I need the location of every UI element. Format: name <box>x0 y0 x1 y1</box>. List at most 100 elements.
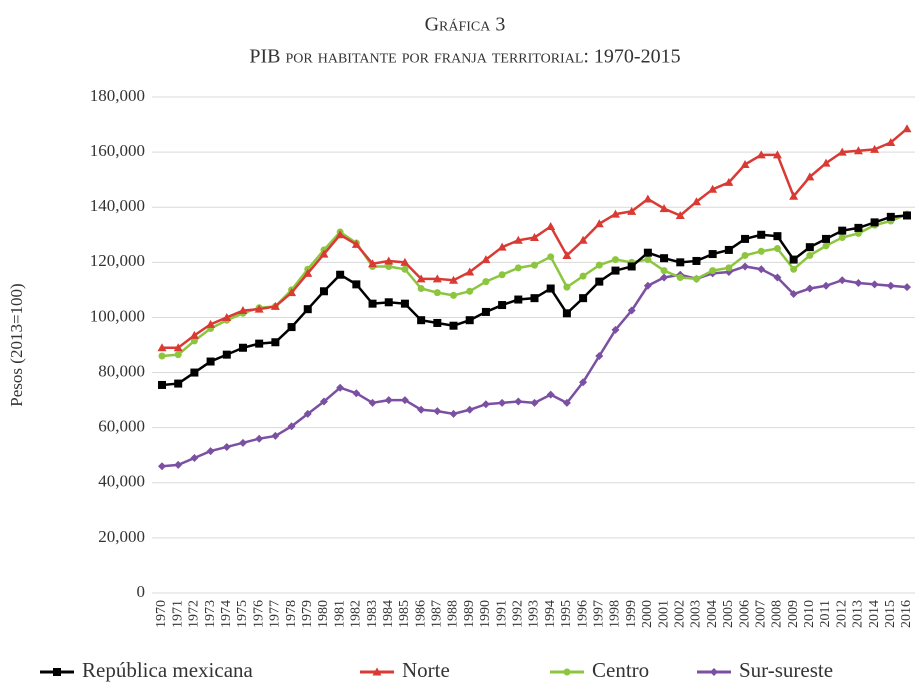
marker <box>594 219 604 228</box>
marker <box>903 283 911 292</box>
x-tick-label: 1984 <box>381 600 396 628</box>
x-tick-label: 1972 <box>187 600 202 628</box>
marker <box>222 442 231 451</box>
marker <box>643 248 652 257</box>
x-tick-label: 1977 <box>268 600 283 628</box>
legend-label: Centro <box>592 658 649 682</box>
marker <box>352 389 361 398</box>
marker <box>853 146 863 155</box>
marker <box>789 290 798 299</box>
marker <box>174 379 183 388</box>
x-tick-label: 1971 <box>170 600 185 628</box>
marker <box>336 270 345 279</box>
marker <box>417 316 426 325</box>
y-tick-label: 0 <box>137 582 146 601</box>
marker <box>886 281 895 290</box>
marker <box>190 368 199 377</box>
marker <box>351 239 361 248</box>
marker <box>805 172 815 181</box>
marker <box>271 431 280 440</box>
marker <box>270 301 280 310</box>
marker <box>692 256 701 265</box>
y-tick-label: 80,000 <box>98 361 145 380</box>
marker <box>530 294 539 303</box>
marker <box>287 323 296 332</box>
x-tick-label: 1986 <box>413 600 428 628</box>
legend-item: Norte <box>360 658 450 682</box>
marker <box>691 197 701 206</box>
marker <box>287 288 297 297</box>
marker <box>530 233 539 242</box>
marker <box>384 256 394 265</box>
marker <box>563 283 571 291</box>
marker <box>806 251 814 259</box>
marker <box>660 273 669 282</box>
marker <box>53 668 61 676</box>
marker <box>773 273 782 282</box>
marker <box>757 265 766 274</box>
marker <box>579 378 588 387</box>
legend-label: República mexicana <box>82 658 254 682</box>
marker <box>643 281 652 290</box>
x-tick-label: 2011 <box>818 600 833 627</box>
marker <box>238 306 248 315</box>
legend-label: Sur-sureste <box>739 658 833 682</box>
marker <box>481 400 490 409</box>
marker <box>870 144 880 153</box>
legend-item: Centro <box>550 658 649 682</box>
marker <box>449 321 458 330</box>
marker <box>854 223 863 232</box>
marker <box>790 265 798 273</box>
marker <box>173 343 183 352</box>
x-tick-label: 1979 <box>300 600 315 628</box>
marker <box>837 147 847 156</box>
y-tick-label: 100,000 <box>90 306 145 325</box>
x-tick-label: 1997 <box>592 600 607 628</box>
marker <box>416 274 426 283</box>
marker <box>190 337 198 345</box>
y-tick-label: 120,000 <box>90 251 145 270</box>
marker <box>271 338 280 347</box>
marker <box>189 330 199 339</box>
legend-item: Sur-sureste <box>697 658 833 682</box>
marker <box>174 460 183 469</box>
marker <box>450 291 458 299</box>
marker <box>400 299 409 308</box>
marker <box>158 380 166 389</box>
x-tick-label: 2002 <box>672 600 687 628</box>
x-tick-label: 2007 <box>753 600 768 628</box>
marker <box>238 438 247 447</box>
marker <box>595 352 604 361</box>
x-tick-label: 1998 <box>608 600 623 628</box>
x-tick-label: 2015 <box>883 600 898 628</box>
x-tick-label: 1991 <box>494 600 509 628</box>
marker <box>222 350 231 359</box>
marker <box>643 194 653 203</box>
marker <box>562 398 571 407</box>
marker <box>822 234 831 243</box>
x-tick-label: 1980 <box>316 600 331 628</box>
marker <box>903 211 911 220</box>
marker <box>710 668 718 676</box>
marker <box>400 396 409 405</box>
marker <box>627 306 636 315</box>
marker <box>482 278 490 286</box>
x-tick-label: 1988 <box>446 600 461 628</box>
marker <box>335 230 345 239</box>
marker <box>255 434 264 443</box>
x-tick-label: 1985 <box>397 600 412 628</box>
marker <box>741 262 750 271</box>
marker <box>627 206 637 215</box>
marker <box>514 397 523 406</box>
x-tick-label: 2010 <box>802 600 817 628</box>
marker <box>158 462 166 471</box>
marker <box>611 266 620 275</box>
marker <box>384 298 393 307</box>
x-tick-label: 1995 <box>559 600 574 628</box>
marker <box>336 383 345 392</box>
x-tick-label: 1976 <box>251 600 266 628</box>
marker <box>611 256 619 264</box>
marker <box>546 284 555 293</box>
marker <box>417 285 425 293</box>
marker <box>238 343 247 352</box>
